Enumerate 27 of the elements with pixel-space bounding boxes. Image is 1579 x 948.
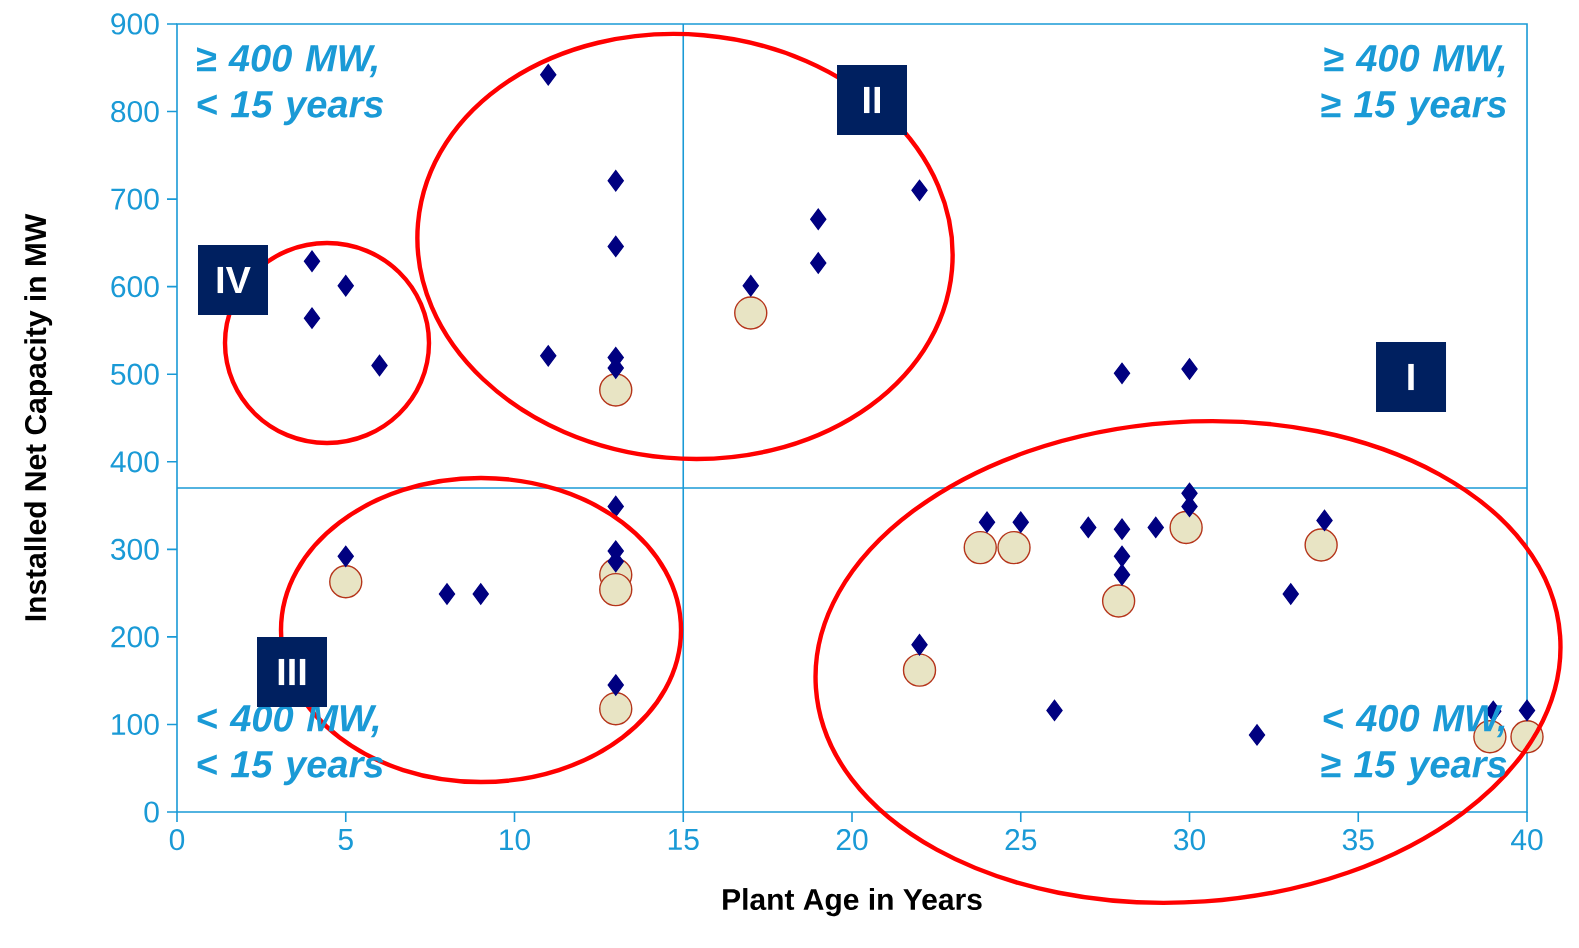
annotation: ≥ 400 MW, < 15 years — [197, 44, 384, 126]
annotation: I — [1408, 363, 1414, 391]
y-tick-label: 400 — [110, 451, 159, 473]
x-tick-label: 40 — [1511, 829, 1543, 851]
x-tick-label: 10 — [500, 829, 530, 851]
x-tick-label: 15 — [668, 829, 699, 850]
annotation: IV — [217, 266, 251, 294]
annotation: ≥ 400 MW, ≥ 15 years — [1321, 44, 1507, 126]
y-tick-label: 800 — [111, 100, 159, 123]
annotation: II — [863, 86, 881, 114]
annotation: III — [278, 658, 306, 686]
y-tick-label: 200 — [111, 626, 159, 648]
y-tick-label: 600 — [111, 276, 159, 298]
y-axis-title: Installed Net Capacity in MW — [24, 213, 53, 621]
y-tick-label: 900 — [111, 13, 159, 35]
x-tick-label: 0 — [169, 829, 185, 851]
y-tick-label: 300 — [111, 538, 159, 560]
x-tick-label: 5 — [338, 829, 353, 850]
y-tick-label: 0 — [144, 801, 159, 823]
x-tick-label: 30 — [1173, 829, 1205, 851]
x-tick-label: 25 — [1005, 829, 1037, 851]
y-tick-label: 100 — [112, 713, 159, 736]
y-tick-label: 700 — [111, 188, 159, 210]
x-tick-label: 35 — [1342, 829, 1374, 851]
y-tick-label: 500 — [111, 363, 159, 385]
x-tick-label: 20 — [836, 829, 868, 851]
x-axis-title: Plant Age in Years — [723, 888, 982, 917]
